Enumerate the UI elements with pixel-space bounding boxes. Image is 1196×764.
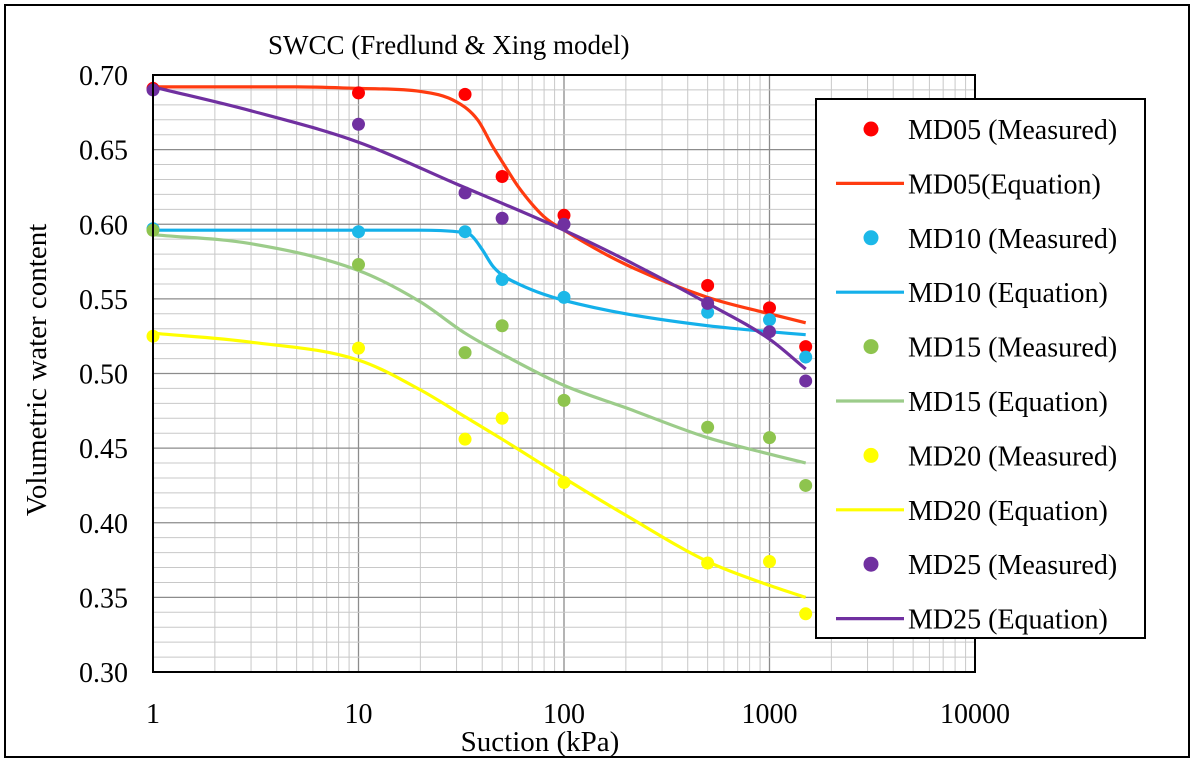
legend-entry-label: MD15 (Measured) [908,333,1117,364]
x-tick-label: 1 [146,699,160,730]
equation-line-md20 [152,331,807,599]
y-tick-label: 0.35 [79,583,128,614]
data-point-md15 [557,393,571,407]
data-point-md25 [458,186,472,200]
data-point-md05 [495,169,509,183]
y-tick-label: 0.45 [79,434,128,465]
y-axis-label: Volumetric water content [21,224,53,517]
data-point-md05 [458,87,472,101]
chart-title: SWCC (Fredlund & Xing model) [268,30,629,60]
data-point-md25 [799,374,813,388]
tick-label-layer: 0.30 0.35 0.40 0.45 0.50 0.55 0.60 0.65 0.70 1 10 1… [79,61,1010,730]
data-point-md10 [495,272,509,286]
data-point-md25 [557,217,571,231]
data-point-md20 [352,341,365,355]
data-point-md05 [799,340,813,354]
legend-marker [863,447,879,463]
data-point-md20 [799,607,813,621]
x-tick-label: 10 [345,699,373,730]
data-point-md10 [352,225,365,239]
data-point-md25 [495,211,509,225]
x-tick-label: 1000 [742,699,798,730]
legend-marker [863,339,879,355]
data-point-md05 [352,86,365,100]
data-point-md15 [799,478,813,492]
data-point-md20 [557,475,571,489]
legend-marker [863,121,879,137]
data-point-md10 [799,350,813,364]
x-tick-label: 10000 [940,699,1010,730]
equation-line-md25 [152,85,807,371]
data-point-md25 [352,117,365,131]
legend-entry-label: MD20 (Equation) [908,496,1108,527]
legend-entry-label: MD20 (Measured) [908,441,1117,472]
data-point-md05 [763,301,776,315]
equation-line-md15 [152,233,807,465]
legend-entry-label: MD10 (Equation) [908,278,1108,309]
series-layer [146,81,813,621]
legend-entry-label: MD05 (Measured) [908,115,1117,146]
x-tick-label: 100 [543,699,585,730]
y-tick-label: 0.40 [79,509,128,540]
data-point-md15 [763,431,776,445]
y-tick-label: 0.50 [79,360,128,391]
legend-entry-label: MD05(Equation) [908,169,1101,200]
legend-box [815,98,1146,639]
legend-entry-label: MD25 (Measured) [908,550,1117,581]
data-point-md20 [495,411,509,425]
legend-entry-label: MD15 (Equation) [908,387,1108,418]
legend-entry-label: MD10 (Measured) [908,224,1117,255]
legend-marker [863,230,879,246]
data-point-md15 [352,258,365,272]
data-point-md25 [701,296,715,310]
data-point-md10 [701,305,715,319]
data-point-md10 [763,313,776,327]
y-tick-label: 0.70 [79,61,128,92]
legend-entry-label: MD25 (Equation) [908,605,1108,636]
legend: MD05 (Measured) MD05(Equation) MD10 (Measu… [815,98,1146,639]
data-point-md10 [458,225,472,239]
data-point-md15 [701,420,715,434]
data-point-md20 [763,555,776,569]
y-tick-label: 0.60 [79,210,128,241]
y-tick-label: 0.55 [79,285,128,316]
data-point-md15 [458,346,472,360]
data-point-md20 [458,432,472,446]
data-point-md05 [701,278,715,292]
data-point-md15 [495,319,509,333]
x-axis-label: Suction (kPa) [461,726,620,758]
y-tick-label: 0.65 [79,136,128,167]
data-point-md20 [701,556,715,570]
y-tick-label: 0.30 [79,658,128,689]
data-point-md10 [557,290,571,304]
data-point-md05 [557,208,571,222]
legend-marker [863,556,879,572]
data-point-md25 [763,325,776,339]
